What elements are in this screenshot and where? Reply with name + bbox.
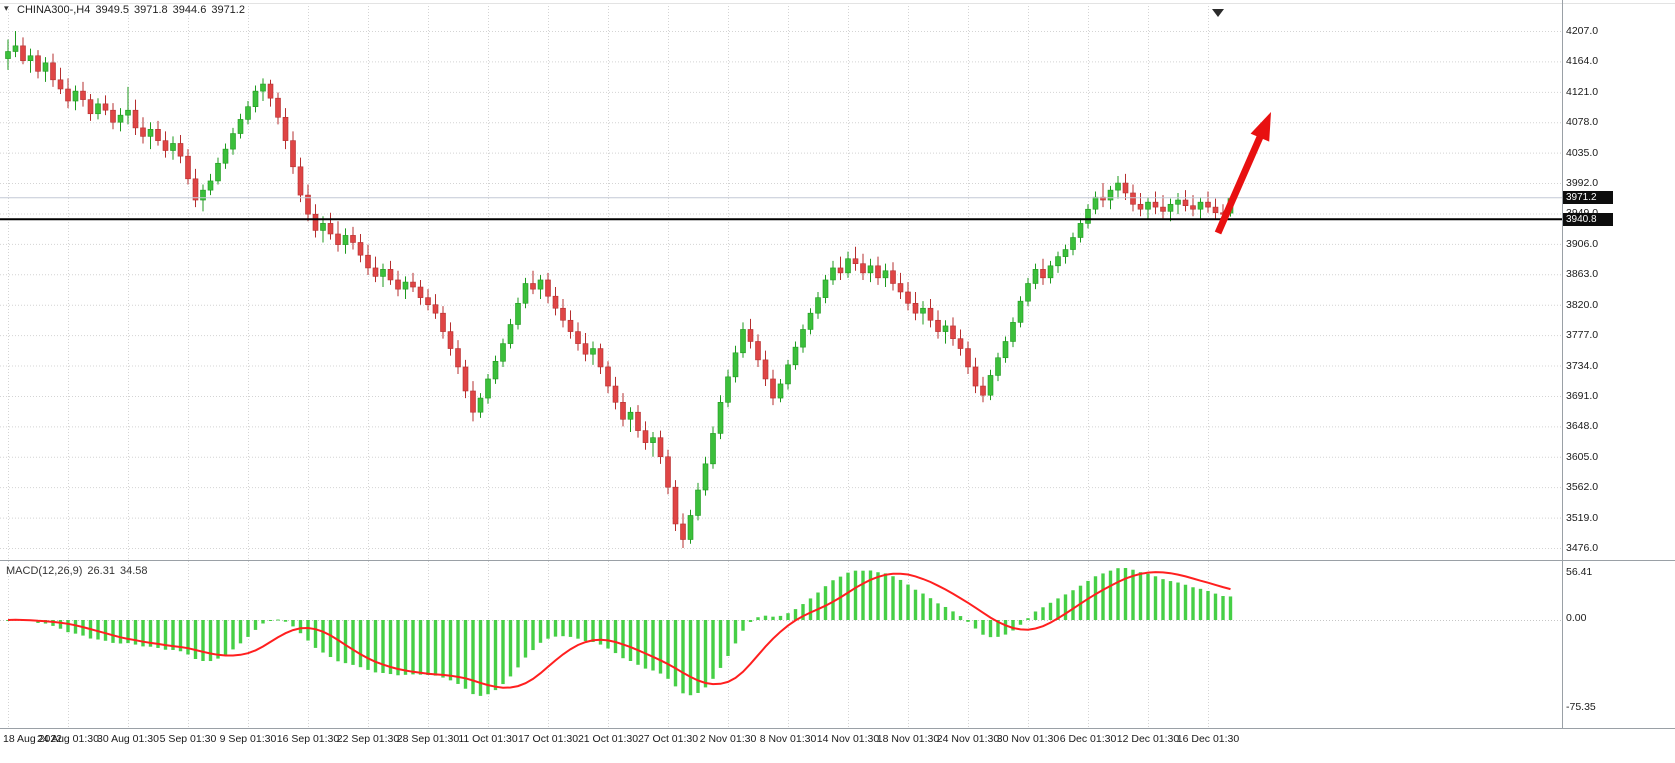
price-axis-label: 3648.0 xyxy=(1566,420,1599,433)
time-axis-label: 17 Oct 01:30 xyxy=(517,733,579,745)
price-axis-label: 3863.0 xyxy=(1566,268,1599,281)
candles-layer xyxy=(5,31,1234,548)
time-axis-label: 16 Dec 01:30 xyxy=(1176,733,1240,745)
time-axis-label: 24 Nov 01:30 xyxy=(936,733,1000,745)
time-axis-label: 28 Sep 01:30 xyxy=(396,733,460,745)
quote-low: 3944.6 xyxy=(172,4,207,16)
last-price-tag: 3971.2 xyxy=(1563,190,1613,204)
time-axis-label: 21 Oct 01:30 xyxy=(577,733,639,745)
macd-signal-line xyxy=(7,571,1231,689)
symbol-period-label: CHINA300-,H4 xyxy=(17,4,91,16)
time-axis-label: 5 Sep 01:30 xyxy=(159,733,217,745)
price-axis-label: 3519.0 xyxy=(1566,511,1599,524)
macd-axis-zero: 0.00 xyxy=(1566,612,1587,624)
price-axis-label: 3992.0 xyxy=(1566,177,1599,190)
chart-shift-marker[interactable] xyxy=(1212,9,1224,17)
time-axis-label: 6 Dec 01:30 xyxy=(1059,733,1117,745)
macd-name: MACD(12,26,9) xyxy=(6,565,83,577)
quote-close: 3971.2 xyxy=(211,4,245,16)
hline-price-tag: 3940.8 xyxy=(1563,213,1613,227)
price-axis-label: 3820.0 xyxy=(1566,298,1599,311)
price-axis-label: 3476.0 xyxy=(1566,542,1599,554)
time-axis-label: 18 Aug 2022 xyxy=(3,733,62,745)
time-axis-label: 22 Sep 01:30 xyxy=(336,733,400,745)
price-axis-label: 3562.0 xyxy=(1566,481,1599,494)
time-axis-label: 24 Aug 01:30 xyxy=(37,733,99,745)
time-axis-label: 30 Nov 01:30 xyxy=(996,733,1060,745)
price-axis-label: 4164.0 xyxy=(1566,55,1599,68)
time-axis-label: 18 Nov 01:30 xyxy=(876,733,940,745)
macd-indicator-label: MACD(12,26,9) 26.31 34.58 xyxy=(6,565,152,577)
time-axis-label: 27 Oct 01:30 xyxy=(637,733,699,745)
grid-layer xyxy=(0,6,1562,728)
price-axis-label: 3906.0 xyxy=(1566,237,1599,250)
time-axis-label: 14 Nov 01:30 xyxy=(816,733,880,745)
price-axis-label: 4078.0 xyxy=(1566,116,1599,129)
time-axis-label: 16 Sep 01:30 xyxy=(276,733,340,745)
time-axis-label: 8 Nov 01:30 xyxy=(759,733,817,745)
macd-axis-max: 56.41 xyxy=(1566,566,1593,578)
macd-main-value: 26.31 xyxy=(87,565,115,577)
price-axis-label: 4121.0 xyxy=(1566,85,1599,98)
price-axis-label: 3734.0 xyxy=(1566,359,1599,372)
price-axis-label: 3691.0 xyxy=(1566,389,1599,402)
price-axis-label: 3777.0 xyxy=(1566,329,1599,342)
symbol-dropdown-icon[interactable]: ▾ xyxy=(4,3,9,13)
quote-open: 3949.5 xyxy=(95,4,130,16)
time-axis-label: 11 Oct 01:30 xyxy=(458,733,518,745)
time-axis-label: 2 Nov 01:30 xyxy=(699,733,757,745)
time-axis-label: 9 Sep 01:30 xyxy=(219,733,277,745)
quote-high: 3971.8 xyxy=(134,4,168,16)
macd-axis-min: -75.35 xyxy=(1566,701,1596,713)
time-axis-label: 12 Dec 01:30 xyxy=(1116,733,1180,745)
trend-arrow[interactable] xyxy=(1214,112,1271,235)
macd-signal-value: 34.58 xyxy=(119,565,148,577)
price-axis-label: 4035.0 xyxy=(1566,146,1599,159)
time-axis-label: 30 Aug 01:30 xyxy=(97,733,159,745)
price-axis-label: 3605.0 xyxy=(1566,450,1599,463)
chart-header: CHINA300-,H4 3949.5 3971.8 3944.6 3971.2 xyxy=(17,4,250,16)
macd-histogram xyxy=(6,568,1233,696)
price-axis-label: 4207.0 xyxy=(1566,25,1599,37)
